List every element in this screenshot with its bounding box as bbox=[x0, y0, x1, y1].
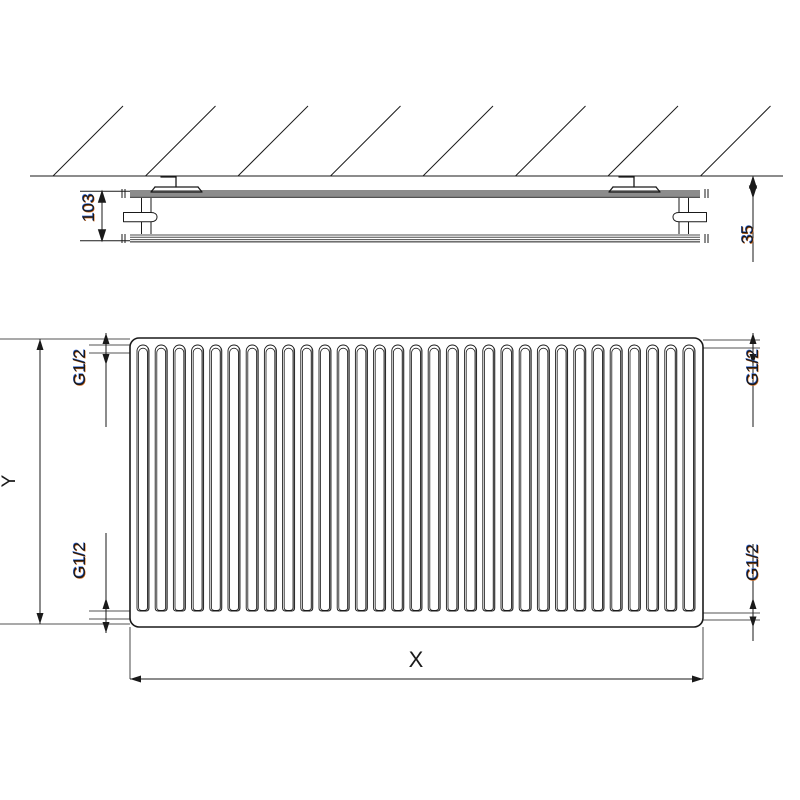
svg-text:G1/2: G1/2 bbox=[70, 349, 89, 386]
svg-text:103: 103 bbox=[79, 194, 98, 222]
svg-text:35: 35 bbox=[738, 225, 757, 244]
svg-text:G1/2: G1/2 bbox=[70, 542, 89, 579]
svg-text:Y: Y bbox=[0, 474, 20, 487]
svg-text:G1/2: G1/2 bbox=[743, 349, 762, 386]
svg-text:G1/2: G1/2 bbox=[743, 544, 762, 581]
svg-text:X: X bbox=[409, 647, 424, 672]
